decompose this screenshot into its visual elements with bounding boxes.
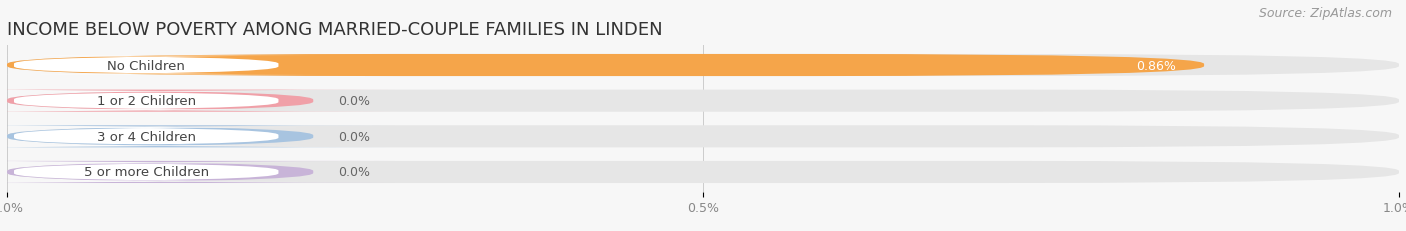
FancyBboxPatch shape <box>0 161 396 183</box>
FancyBboxPatch shape <box>0 92 321 110</box>
FancyBboxPatch shape <box>7 55 1399 77</box>
Text: INCOME BELOW POVERTY AMONG MARRIED-COUPLE FAMILIES IN LINDEN: INCOME BELOW POVERTY AMONG MARRIED-COUPL… <box>7 21 662 39</box>
Text: Source: ZipAtlas.com: Source: ZipAtlas.com <box>1258 7 1392 20</box>
Text: 3 or 4 Children: 3 or 4 Children <box>97 130 195 143</box>
FancyBboxPatch shape <box>0 128 321 146</box>
Text: 0.0%: 0.0% <box>339 166 370 179</box>
FancyBboxPatch shape <box>0 90 396 112</box>
Text: 5 or more Children: 5 or more Children <box>84 166 208 179</box>
FancyBboxPatch shape <box>7 161 1399 183</box>
FancyBboxPatch shape <box>0 163 321 181</box>
Text: 0.86%: 0.86% <box>1136 59 1177 72</box>
Text: No Children: No Children <box>107 59 186 72</box>
FancyBboxPatch shape <box>7 126 1399 148</box>
FancyBboxPatch shape <box>7 55 1204 77</box>
FancyBboxPatch shape <box>0 126 396 148</box>
FancyBboxPatch shape <box>0 57 321 75</box>
Text: 1 or 2 Children: 1 or 2 Children <box>97 95 195 108</box>
FancyBboxPatch shape <box>7 90 1399 112</box>
Text: 0.0%: 0.0% <box>339 95 370 108</box>
Text: 0.0%: 0.0% <box>339 130 370 143</box>
